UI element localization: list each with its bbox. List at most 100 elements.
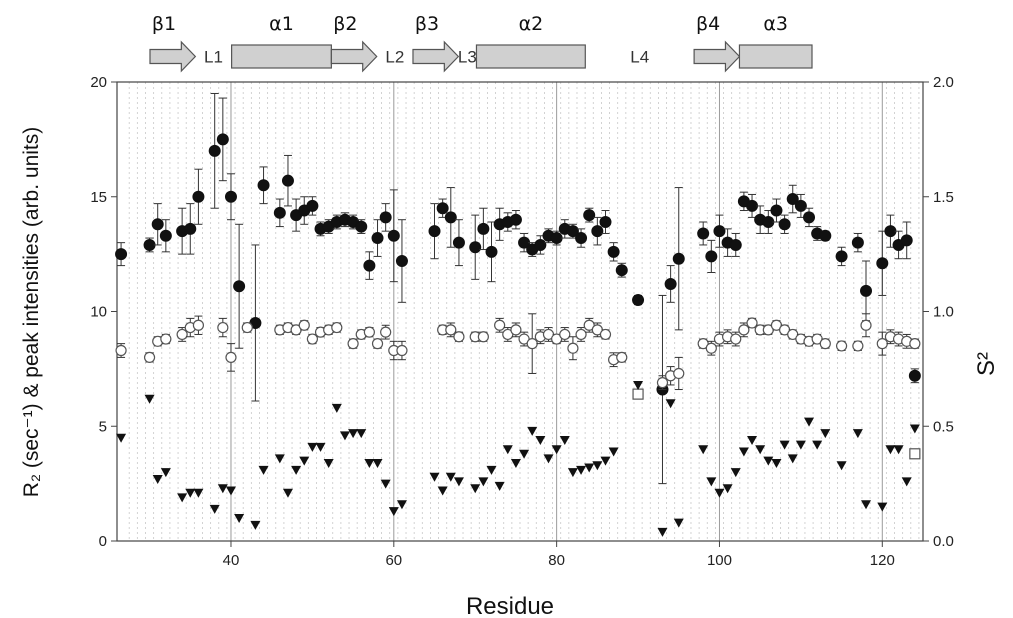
point-open-circle [363,326,375,338]
point-triangle-down [600,456,611,466]
point-triangle-down [494,481,505,491]
point-triangle-down [852,429,863,439]
point-triangle-down [478,477,489,487]
point-triangle-down [380,479,391,489]
x-tick-label: 80 [548,552,565,569]
point-open-circle [331,321,343,334]
point-open-circle [380,326,392,338]
point-filled-circle [908,369,921,382]
point-filled-circle [819,229,832,242]
point-filled-circle [884,225,897,238]
point-open-circle [746,317,758,329]
point-triangle-down [836,461,847,471]
point-filled-circle [115,248,128,261]
point-triangle-down [877,502,888,512]
point-triangle-down [470,484,481,494]
beta-strand-arrow [693,40,741,73]
point-filled-circle [664,277,677,290]
y-tick-label: 15 [90,189,107,206]
point-triangle-down [633,380,644,390]
alpha-helix-label: α2 [519,13,544,35]
point-filled-circle [632,294,645,307]
point-triangle-down [779,440,790,450]
point-triangle-down [144,394,155,404]
point-open-circle [835,340,848,352]
point-filled-circle [469,241,482,254]
point-filled-circle [778,218,791,231]
point-filled-circle [477,222,490,235]
point-open-circle [453,331,465,343]
point-filled-circle [550,232,563,245]
point-triangle-down [217,484,228,494]
point-filled-circle [729,238,742,251]
point-filled-circle [281,174,294,187]
point-open-circle [852,340,864,352]
grid-lines [128,82,920,541]
point-open-circle [575,328,587,341]
alpha-helix-label: α3 [763,13,788,35]
point-triangle-down [486,465,497,475]
point-triangle-down [291,465,302,475]
point-triangle-down [755,445,766,455]
point-filled-circle [835,250,848,263]
point-filled-circle [428,225,441,238]
y-tick-label: 10 [90,304,107,321]
point-triangle-down [185,488,196,498]
point-filled-circle [583,209,596,222]
point-filled-circle [485,245,498,258]
point-open-circle [819,338,831,350]
point-filled-circle [599,215,612,228]
beta-strand-label: β2 [333,13,357,35]
loop-label: L2 [385,48,404,67]
x-tick-label: 60 [385,552,402,569]
point-open-circle [860,319,872,331]
point-triangle-down [730,468,741,478]
point-filled-circle [216,133,229,146]
point-triangle-down [160,468,171,478]
point-filled-circle [851,236,864,249]
point-open-circle [567,342,579,354]
point-triangle-down [584,463,595,473]
point-triangle-down [665,399,676,409]
y-tick-label: 5 [99,418,107,435]
y-axis-title: R₂ (sec⁻¹) & peak intensities (arb. unit… [20,127,43,498]
point-filled-circle [387,229,400,242]
point-filled-circle [705,250,718,263]
point-open-circle [160,333,172,345]
point-open-circle [673,367,685,380]
point-triangle-down [714,488,725,498]
point-open-circle [217,321,229,334]
point-triangle-down [551,445,562,455]
point-open-circle [298,319,310,331]
point-filled-circle [257,179,270,192]
point-open-circle [738,324,750,336]
point-triangle-down [372,458,383,468]
point-triangle-down [738,447,749,457]
point-open-circle [396,344,408,357]
point-triangle-down [282,488,293,498]
point-open-circle [371,338,384,350]
point-open-circle [616,351,628,363]
point-triangle-down [510,458,521,468]
point-filled-circle [713,225,726,238]
point-filled-circle [395,255,408,268]
point-triangle-down [771,458,782,468]
point-open-circle [143,351,156,363]
point-triangle-down [535,436,546,446]
point-triangle-down [234,514,245,524]
point-filled-circle [672,252,685,265]
point-filled-circle [860,284,873,297]
point-triangle-down [706,477,717,487]
point-triangle-down [559,436,570,446]
y2-tick-label: 1.0 [933,304,954,321]
point-triangle-down [804,417,815,427]
point-filled-circle [452,236,465,249]
beta-strand-label: β4 [696,13,720,35]
point-triangle-down [795,440,806,450]
y-tick-label: 20 [90,74,107,91]
point-filled-circle [509,213,522,226]
point-filled-circle [762,215,775,228]
alpha-helix-box [475,44,586,69]
point-open-circle [510,324,522,336]
